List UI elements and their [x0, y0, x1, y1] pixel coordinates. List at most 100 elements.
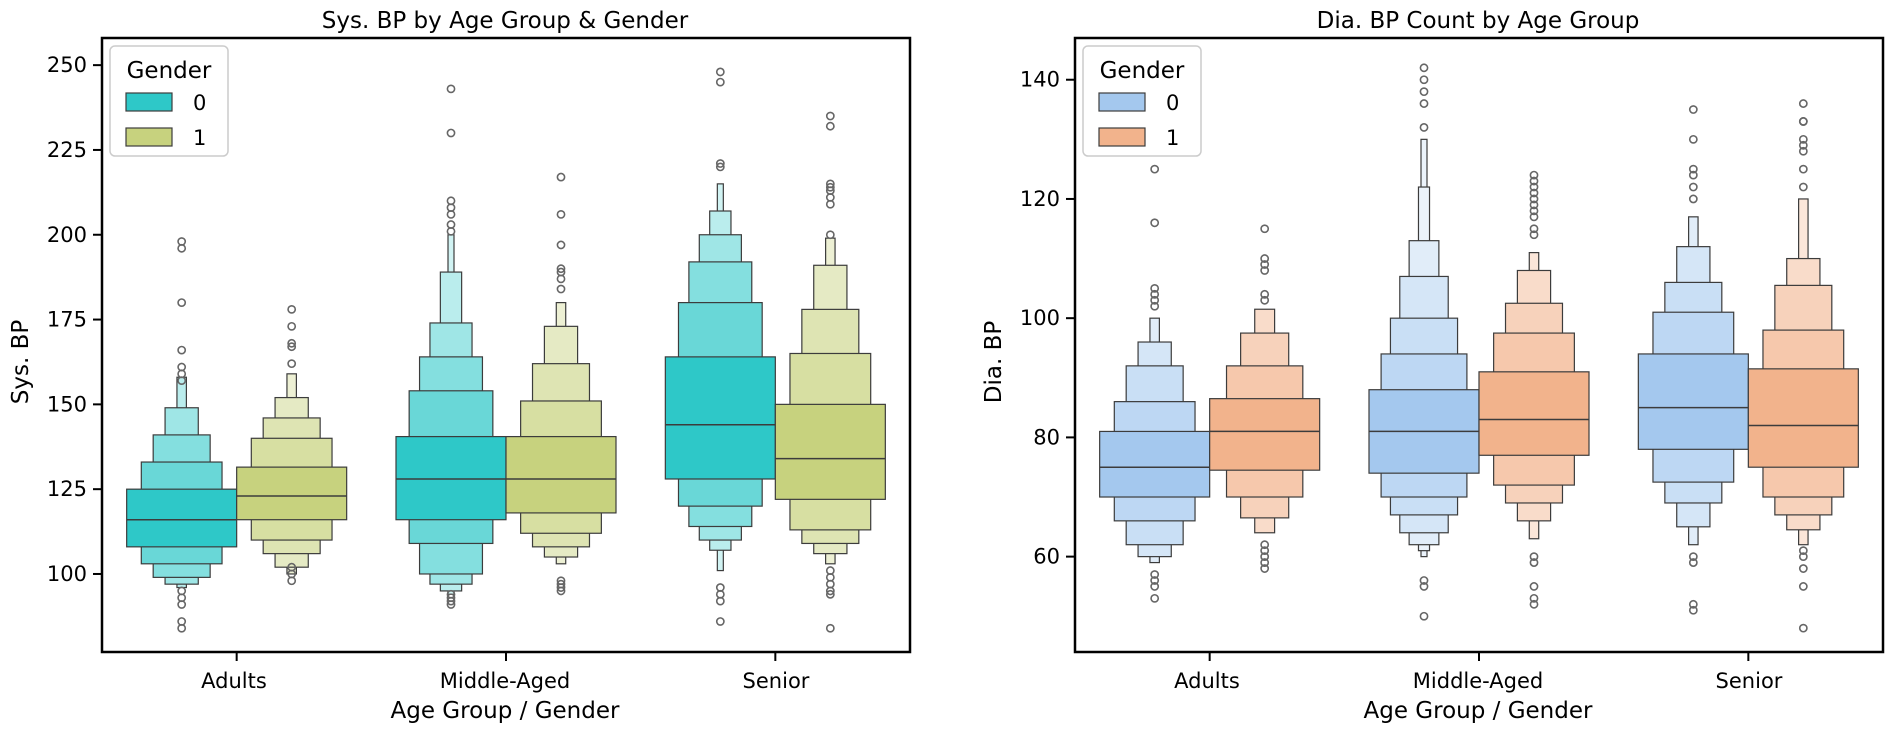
outlier-point — [556, 172, 566, 182]
outlier-point — [825, 121, 835, 131]
boxen-level — [505, 435, 617, 514]
outlier-point — [446, 196, 456, 206]
x-tick-label-adults: Adults — [1174, 669, 1240, 693]
boxen-level — [126, 488, 238, 548]
outlier-point — [1150, 582, 1160, 591]
plot-area — [1099, 63, 1859, 633]
y-tick-label: 200 — [47, 223, 87, 247]
boxen-middle-aged-gender-1 — [1478, 170, 1590, 609]
chart-title: Sys. BP by Age Group & Gender — [322, 8, 689, 34]
outlier-point — [715, 67, 725, 77]
boxen-level — [774, 403, 886, 500]
boxen-level — [236, 466, 348, 521]
outlier-point — [1529, 194, 1539, 204]
legend-title: Gender — [127, 58, 212, 84]
outlier-point — [1798, 134, 1808, 144]
outlier-point — [1260, 564, 1270, 573]
y-tick-label: 125 — [47, 477, 87, 501]
boxen-level — [1747, 368, 1859, 468]
outlier-point — [1688, 605, 1698, 615]
y-axis: 100 125 150 175 200 225 250 — [47, 53, 102, 586]
legend-swatch-0 — [125, 92, 173, 112]
legend: Gender 0 1 — [1082, 45, 1202, 157]
legend-swatch-1 — [1098, 127, 1146, 147]
outlier-point — [1150, 593, 1160, 603]
outlier-point — [1150, 295, 1160, 305]
outlier-point — [1798, 546, 1808, 556]
y-axis-label: Dia. BP — [981, 321, 1007, 404]
outlier-point — [1260, 540, 1270, 550]
y-tick-label: 100 — [1020, 306, 1060, 330]
legend-title: Gender — [1100, 58, 1185, 84]
outlier-point — [1419, 75, 1429, 85]
legend: Gender 0 1 — [109, 45, 229, 157]
boxen-level — [1209, 398, 1321, 471]
y-tick-label: 100 — [47, 562, 87, 586]
outlier-point — [1529, 176, 1539, 186]
y-tick-label: 60 — [1033, 545, 1060, 569]
outlier-point — [1529, 212, 1539, 222]
outlier-point — [446, 589, 456, 599]
x-tick-label-adults: Adults — [201, 669, 267, 693]
outlier-point — [1529, 593, 1539, 603]
outlier-point — [1798, 146, 1808, 156]
legend-label-1: 1 — [1166, 126, 1179, 150]
outlier-point — [1529, 599, 1539, 609]
y-tick-label: 150 — [47, 392, 87, 416]
outlier-point — [446, 593, 456, 603]
x-axis — [1208, 652, 1750, 661]
outlier-point — [1688, 105, 1698, 114]
outlier-point — [1688, 134, 1698, 144]
boxen-middle-aged-gender-1 — [505, 172, 617, 596]
outlier-point — [1529, 188, 1539, 198]
outlier-point — [556, 579, 566, 589]
outlier-point — [1529, 170, 1539, 180]
boxen-level — [664, 356, 776, 480]
legend-swatch-0 — [1098, 92, 1146, 112]
x-axis — [235, 652, 777, 661]
outlier-point — [1419, 63, 1429, 73]
x-axis-label: Age Group / Gender — [1364, 698, 1593, 724]
boxen-adults-gender-1 — [236, 304, 348, 586]
outlier-point — [287, 304, 297, 314]
outlier-point — [1529, 200, 1539, 210]
outlier-point — [556, 264, 566, 274]
boxen-senior-gender-1 — [1747, 99, 1859, 633]
axes-frame — [100, 36, 912, 654]
sys-bp-chart: Sys. BP by Age Group & Gender Sys. BP Ag… — [8, 8, 912, 724]
y-tick-label: 250 — [47, 53, 87, 77]
outlier-point — [1260, 266, 1270, 275]
outlier-point — [1150, 283, 1160, 293]
outlier-point — [1529, 230, 1539, 240]
outlier-point — [1419, 87, 1429, 97]
outlier-point — [446, 220, 456, 229]
outlier-point — [1260, 224, 1270, 234]
outlier-point — [1260, 552, 1270, 562]
outlier-point — [177, 345, 187, 355]
outlier-point — [177, 237, 187, 246]
outlier-point — [1419, 611, 1429, 621]
outlier-point — [1688, 164, 1698, 174]
boxen-level — [1099, 430, 1211, 498]
legend-label-0: 0 — [193, 91, 206, 115]
chart-title: Dia. BP Count by Age Group — [1317, 8, 1640, 34]
outlier-point — [1150, 164, 1160, 174]
outlier-point — [556, 240, 566, 250]
y-tick-label: 120 — [1020, 187, 1060, 211]
outlier-point — [1529, 558, 1539, 567]
outlier-point — [1798, 582, 1808, 591]
outlier-point — [1688, 552, 1698, 562]
outlier-point — [825, 182, 835, 192]
dia-bp-chart: Dia. BP Count by Age Group Dia. BP Age G… — [981, 8, 1885, 724]
outlier-point — [1419, 582, 1429, 591]
outlier-point — [1688, 170, 1698, 180]
axes-frame — [1073, 36, 1885, 654]
y-tick-label: 175 — [47, 308, 87, 332]
outlier-point — [556, 209, 566, 219]
outlier-point — [1688, 182, 1698, 192]
outlier-point — [1529, 206, 1539, 216]
boxen-level — [1637, 353, 1749, 450]
outlier-point — [825, 566, 835, 575]
outlier-point — [1798, 623, 1808, 633]
outlier-point — [1529, 182, 1539, 192]
